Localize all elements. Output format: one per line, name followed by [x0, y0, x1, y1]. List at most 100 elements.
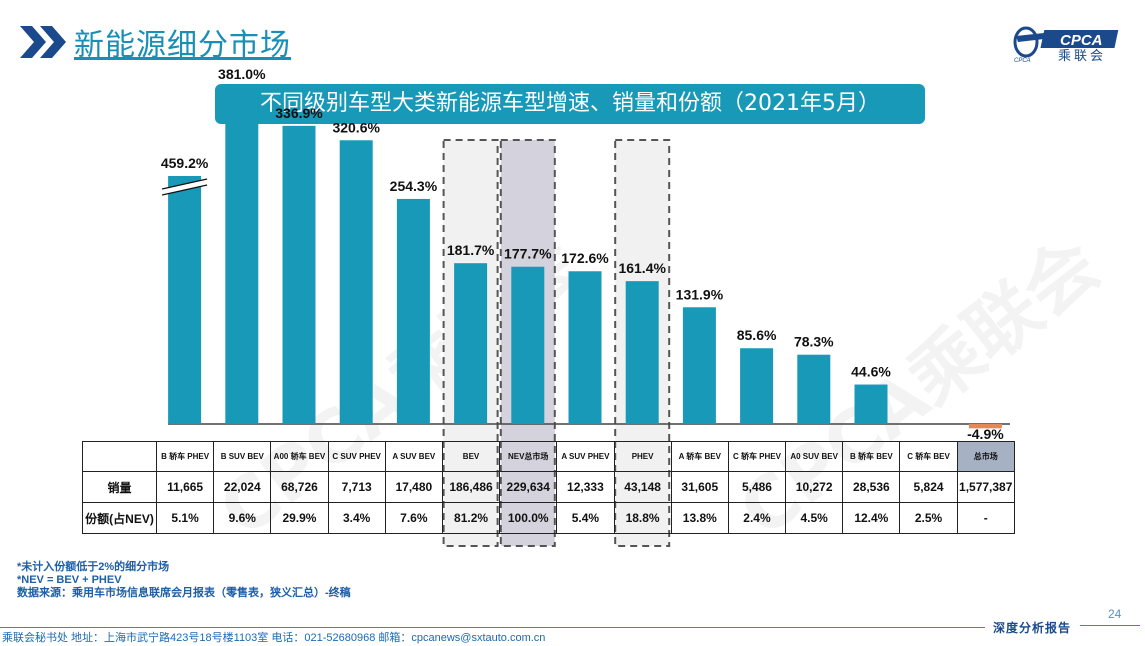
bar	[454, 263, 488, 424]
table-cell: 229,634	[499, 471, 558, 503]
table-cell: 1,577,387	[956, 471, 1015, 503]
table-cell: 43,148	[613, 471, 672, 503]
bar	[282, 125, 316, 424]
table-cell: 3.4%	[327, 502, 386, 534]
data-label: 44.6%	[851, 364, 891, 380]
table-header-row: B 轿车 PHEV B SUV BEV A00 轿车 BEV C SUV PHEV A …	[82, 441, 1015, 472]
svg-text:CPCA: CPCA	[1060, 32, 1103, 49]
bar	[511, 266, 545, 424]
table-cell: 13.8%	[670, 502, 729, 534]
category-label: BEV	[441, 441, 501, 472]
report-label: 深度分析报告	[993, 621, 1072, 635]
bar	[339, 140, 373, 425]
footer-divider-right	[1080, 625, 1140, 626]
footer-divider	[0, 627, 985, 628]
data-label: 131.9%	[676, 286, 724, 302]
table-row-sales: 销量 11,665 22,024 68,726 7,713 17,480 186,486 22…	[82, 471, 1015, 503]
footer-contact: 乘联会秘书处 地址：上海市武宁路423号18号楼1103室 电话：021-526…	[2, 632, 546, 644]
data-label: 181.7%	[447, 242, 495, 258]
table-cell: 28,536	[842, 471, 901, 503]
page-title: 新能源细分市场	[74, 28, 291, 63]
svg-text:CPCA: CPCA	[1014, 58, 1031, 64]
bar	[568, 271, 602, 424]
footnote-source: 数据来源：乘用车市场信息联席会月报表（零售表，狭义汇总）-终稿	[17, 587, 351, 599]
row-label: 销量	[82, 471, 157, 503]
chart-title-banner: 不同级别车型大类新能源车型增速、销量和份额（2021年5月）	[215, 84, 925, 124]
logo-subtext: 乘联会	[1058, 48, 1107, 63]
footnote-2: *NEV = BEV + PHEV	[17, 574, 122, 586]
table-cell: 2.4%	[727, 502, 787, 534]
bar	[168, 176, 202, 424]
category-label: NEV总市场	[499, 441, 558, 472]
table-cell: 4.5%	[785, 502, 844, 534]
bar	[225, 86, 259, 424]
table-cell: -	[956, 502, 1015, 534]
table-row-share: 份额(占NEV) 5.1% 9.6% 29.9% 3.4% 7.6% 81.2% 100.0%…	[82, 502, 1015, 534]
category-label: C SUV PHEV	[327, 441, 386, 472]
category-label: A00 轿车 BEV	[270, 441, 329, 472]
data-label: 336.9%	[275, 105, 323, 121]
axis-break-line	[161, 178, 208, 190]
bar	[740, 348, 774, 424]
table-corner-cell	[82, 441, 157, 472]
table-cell: 17,480	[384, 471, 443, 503]
table-cell: 7,713	[327, 471, 386, 503]
table-cell: 18.8%	[613, 502, 672, 534]
table-cell: 100.0%	[499, 502, 558, 534]
axis-break-line	[161, 184, 208, 196]
data-label: 78.3%	[794, 334, 834, 350]
category-label: A SUV PHEV	[556, 441, 615, 472]
table-cell: 5,486	[727, 471, 787, 503]
data-label: -4.9%	[967, 426, 1004, 442]
table-cell: 9.6%	[213, 502, 272, 534]
bar	[854, 384, 888, 424]
footnote-1: *未计入份额低于2%的细分市场	[17, 561, 170, 573]
bar	[682, 307, 716, 424]
table-cell: 29.9%	[270, 502, 329, 534]
data-label: 177.7%	[504, 246, 552, 262]
bar	[625, 281, 659, 424]
footnotes: *未计入份额低于2%的细分市场 *NEV = BEV + PHEV 数据来源：乘…	[17, 561, 351, 600]
table-cell: 5,824	[899, 471, 958, 503]
chevron-right-icon	[20, 26, 66, 58]
category-label: A0 SUV BEV	[785, 441, 844, 472]
data-label: 172.6%	[561, 250, 609, 266]
table-cell: 10,272	[785, 471, 844, 503]
data-label: 161.4%	[618, 260, 666, 276]
category-label: B SUV BEV	[213, 441, 272, 472]
table-cell: 68,726	[270, 471, 329, 503]
category-label: PHEV	[613, 441, 672, 472]
category-label: B 轿车 PHEV	[155, 441, 215, 472]
data-label: 381.0%	[218, 66, 266, 82]
table-cell: 81.2%	[441, 502, 501, 534]
axis-break-gap	[161, 179, 208, 195]
page-number: 24	[1108, 607, 1122, 621]
data-table: B 轿车 PHEV B SUV BEV A00 轿车 BEV C SUV PHEV A …	[82, 441, 1015, 534]
data-label: 85.6%	[737, 327, 777, 343]
data-label: 254.3%	[390, 178, 438, 194]
category-label: C 轿车 PHEV	[727, 441, 787, 472]
table-cell: 12,333	[556, 471, 615, 503]
table-cell: 2.5%	[899, 502, 958, 534]
bar	[968, 424, 1002, 429]
table-cell: 12.4%	[842, 502, 901, 534]
category-label: 总市场	[956, 441, 1015, 472]
bar	[797, 354, 831, 424]
table-cell: 5.1%	[155, 502, 215, 534]
category-label: B 轿车 BEV	[842, 441, 901, 472]
table-cell: 11,665	[155, 471, 215, 503]
data-label: 459.2%	[161, 155, 209, 171]
table-cell: 31,605	[670, 471, 729, 503]
table-cell: 186,486	[441, 471, 501, 503]
row-label: 份额(占NEV)	[82, 502, 157, 534]
table-cell: 5.4%	[556, 502, 615, 534]
table-cell: 22,024	[213, 471, 272, 503]
data-label: 320.6%	[332, 119, 380, 135]
table-cell: 7.6%	[384, 502, 443, 534]
category-label: A SUV BEV	[384, 441, 443, 472]
bar	[396, 198, 430, 424]
cpca-logo: CPCA CPCA	[1013, 26, 1119, 64]
category-label: A 轿车 BEV	[670, 441, 729, 472]
category-label: C 轿车 BEV	[899, 441, 958, 472]
